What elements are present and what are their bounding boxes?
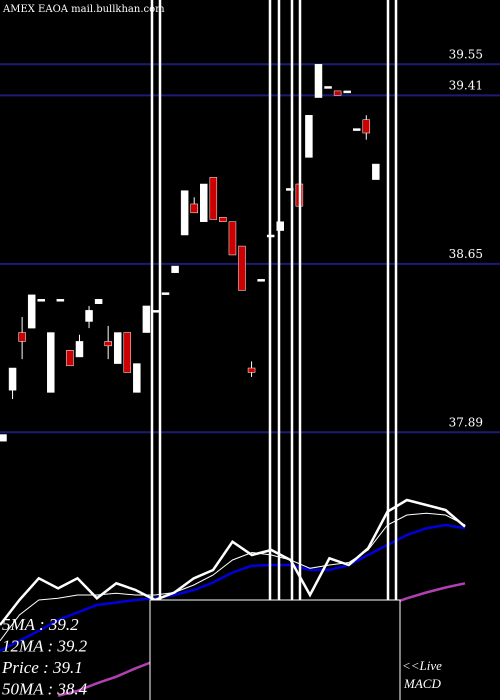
candle-body xyxy=(219,217,227,222)
candle-body xyxy=(133,363,141,393)
candle-body xyxy=(209,177,218,220)
candle-body xyxy=(8,367,17,391)
candle-body xyxy=(257,279,265,282)
candle-body xyxy=(161,292,170,295)
candle-body xyxy=(352,128,361,131)
y-tick-label: 37.89 xyxy=(449,415,483,429)
chart-title: AMEX EAOA mail.bullkhan.com xyxy=(2,4,165,15)
candle-body xyxy=(47,332,55,393)
legend-entry: 5MA : 39.2 xyxy=(2,615,79,634)
candle-body xyxy=(247,367,256,373)
candle-body xyxy=(190,203,198,214)
candle-body xyxy=(314,64,323,98)
candle-body xyxy=(343,90,351,94)
vertical-markers xyxy=(150,0,398,700)
candle-body xyxy=(324,86,332,89)
candle-body xyxy=(18,332,26,342)
candle-body xyxy=(113,332,122,364)
candle-body xyxy=(362,119,371,134)
candle-body xyxy=(75,341,84,358)
candle-body xyxy=(37,299,45,302)
candle-body xyxy=(372,163,380,180)
legend-entry: Price : 39.1 xyxy=(1,658,83,677)
candle-body xyxy=(123,332,132,373)
candle-body xyxy=(66,350,74,367)
candle-body xyxy=(152,310,160,313)
candle-body xyxy=(305,115,313,158)
grid: 37.89 38.65 39.41 39.55 xyxy=(0,47,500,434)
candle-body xyxy=(56,299,65,302)
candle-body xyxy=(238,245,246,291)
candle-body xyxy=(200,183,208,222)
candle-body xyxy=(333,90,342,96)
annotation: <<Live xyxy=(402,658,442,673)
legend-entry: 12MA : 39.2 xyxy=(2,637,88,656)
candle-body xyxy=(286,188,294,191)
candle-body xyxy=(228,221,237,256)
candle-body xyxy=(104,341,112,347)
candle-body xyxy=(180,190,189,236)
legend-box xyxy=(149,599,401,700)
y-tick-label: 39.41 xyxy=(449,78,483,92)
candle-body xyxy=(27,294,36,329)
candle-body xyxy=(85,310,93,322)
candle-body xyxy=(94,299,103,304)
y-tick-label: 38.65 xyxy=(449,247,483,261)
legend: 5MA : 39.2 12MA : 39.2 Price : 39.1 50MA : … xyxy=(1,615,88,699)
legend-entry: 50MA : 38.4 xyxy=(2,680,88,699)
candle-body xyxy=(0,434,7,442)
candle-body xyxy=(142,305,151,333)
candles xyxy=(0,64,380,442)
annotation: MACD xyxy=(403,676,441,691)
y-tick-label: 39.55 xyxy=(449,47,483,61)
candle-body xyxy=(171,265,179,273)
